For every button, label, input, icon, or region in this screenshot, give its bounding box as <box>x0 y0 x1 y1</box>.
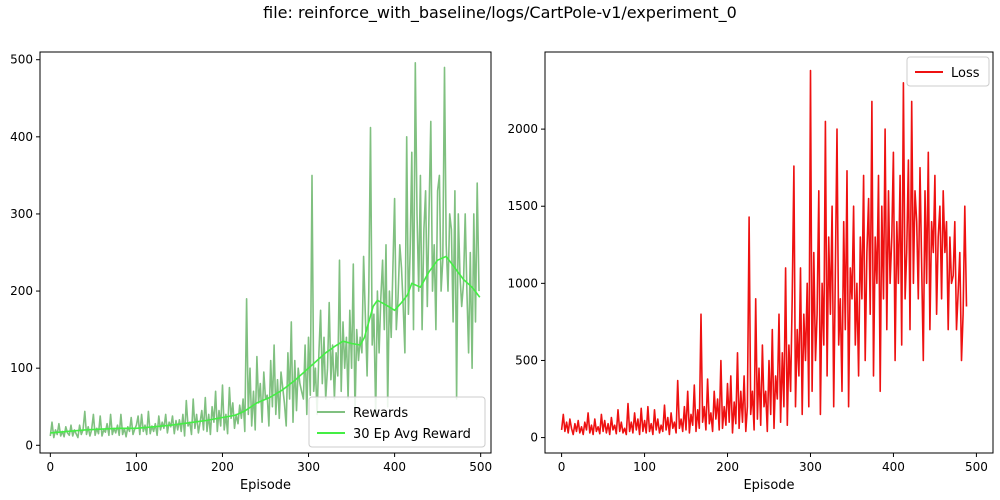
y-tick-label: 0 <box>25 438 33 452</box>
x-tick-label: 100 <box>125 460 148 474</box>
x-tick-label: 500 <box>469 460 492 474</box>
series-line-loss <box>560 69 968 436</box>
x-tick-label: 400 <box>383 460 406 474</box>
legend-label: 30 Ep Avg Reward <box>353 427 471 442</box>
legend-box <box>906 56 990 87</box>
x-axis-label: Episode <box>240 478 291 493</box>
x-tick-label: 0 <box>558 460 566 474</box>
x-axis-label: Episode <box>743 478 794 493</box>
loss-chart: 0 100 200 300 400 500 0 500 1000 1500 2000 Episode L… <box>507 51 994 493</box>
x-tick-label: 200 <box>211 460 234 474</box>
x-tick-label: 300 <box>297 460 320 474</box>
y-tick-label: 200 <box>10 284 33 298</box>
y-tick-label: 2000 <box>507 122 538 136</box>
y-tick-label: 1500 <box>507 199 538 213</box>
series-line-30-ep-avg-reward <box>50 255 481 434</box>
rewards-chart: 0 100 200 300 400 500 0 100 200 300 400 500 Episode R… <box>10 51 492 493</box>
figure-suptitle: file: reinforce_with_baseline/logs/CartP… <box>263 3 737 23</box>
x-tick-label: 300 <box>799 460 822 474</box>
y-tick-label: 0 <box>530 431 538 445</box>
legend-box <box>308 396 486 448</box>
legend-label: Rewards <box>353 406 408 421</box>
y-tick-label: 400 <box>10 130 33 144</box>
x-tick-label: 500 <box>965 460 988 474</box>
legend: Rewards 30 Ep Avg Reward <box>308 396 486 448</box>
y-tick-label: 500 <box>10 53 33 67</box>
y-tick-label: 300 <box>10 207 33 221</box>
y-tick-label: 1000 <box>507 276 538 290</box>
series-line-rewards <box>49 62 480 439</box>
x-tick-label: 0 <box>47 460 55 474</box>
y-tick-label: 500 <box>515 353 538 367</box>
x-tick-label: 100 <box>633 460 656 474</box>
legend: Loss <box>906 56 990 87</box>
y-tick-label: 100 <box>10 361 33 375</box>
legend-label: Loss <box>951 66 980 81</box>
axes-frame <box>544 51 994 454</box>
x-tick-label: 400 <box>882 460 905 474</box>
axes-frame <box>39 51 492 454</box>
x-tick-label: 200 <box>716 460 739 474</box>
